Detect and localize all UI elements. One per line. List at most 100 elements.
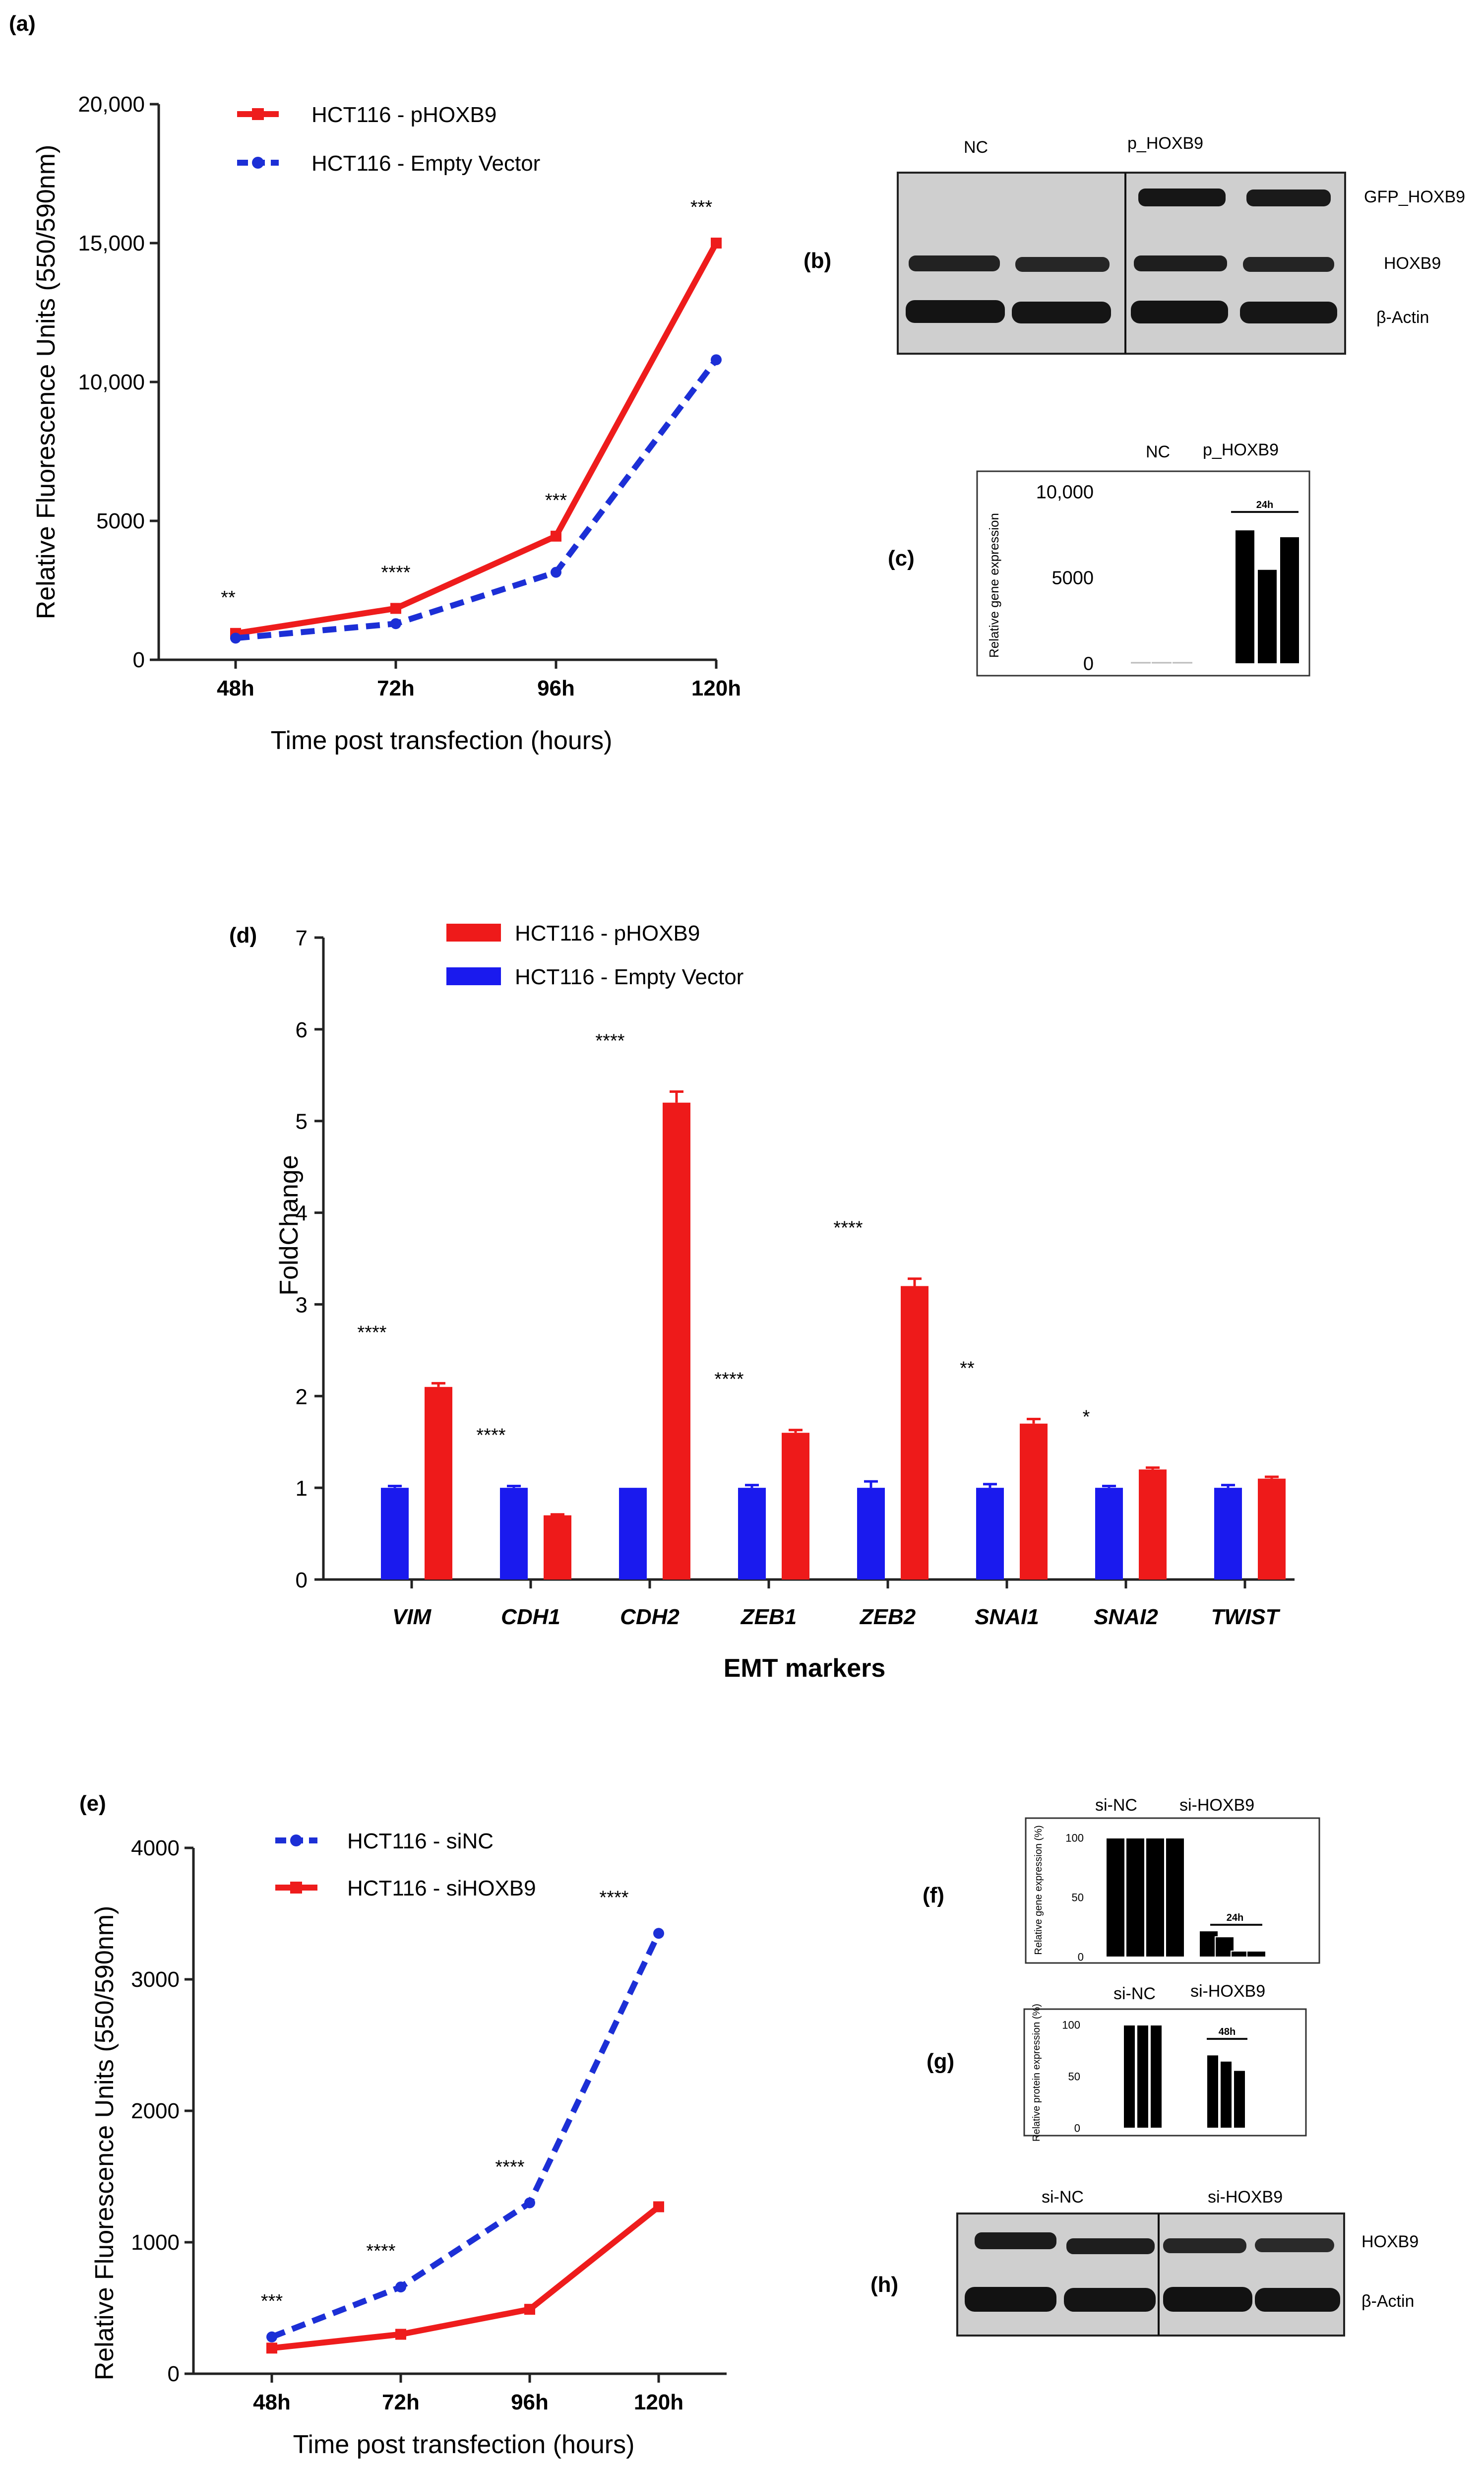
g-y-tick-label: 50 [1068, 2070, 1080, 2083]
panel-f-group-sihoxb9: si-HOXB9 [1179, 1796, 1254, 1815]
band-h-actin-lane3 [1163, 2287, 1252, 2312]
e-y-tick-label: 2000 [131, 2099, 180, 2123]
band-b-hoxb9-lane1 [909, 255, 1000, 271]
g-bar [1150, 2024, 1163, 2129]
c-y-tick-label: 0 [1083, 654, 1094, 675]
panel-c-group-nc: NC [1146, 443, 1170, 461]
e-x-tick-label: 72h [382, 2390, 420, 2414]
band-b-hoxb9-lane2 [1015, 257, 1110, 272]
panel-d-x-axis-title: EMT markers [724, 1654, 886, 1683]
a-series-point-0 [551, 530, 561, 542]
band-b-actin-lane3 [1131, 301, 1228, 323]
panel-g-bar-chart: (g) si-NC si-HOXB9 Relative protein expr… [927, 1982, 1307, 2142]
panel-g-group-sinc: si-NC [1113, 1984, 1156, 2003]
a-series-point-1 [230, 632, 241, 644]
d-y-tick-label: 2 [296, 1385, 308, 1409]
a-y-tick-label: 20,000 [78, 92, 145, 117]
panel-d-y-axis-title: FoldChange [275, 1155, 304, 1295]
a-series-point-1 [711, 354, 722, 366]
d-significance-mark: * [1083, 1406, 1090, 1427]
d-x-tick-label: VIM [392, 1605, 432, 1629]
c-bar [1257, 569, 1278, 664]
d-x-tick-label: ZEB1 [740, 1605, 797, 1629]
blot-h-band-label-hoxb9: HOXB9 [1361, 2232, 1419, 2251]
a-significance-mark: *** [690, 197, 713, 218]
c-y-tick-label: 5000 [1051, 568, 1094, 589]
panel-g-ticks: 0 50 100 [1062, 2019, 1080, 2134]
d-y-tick-label: 7 [296, 926, 308, 950]
d-y-tick-label: 4 [296, 1201, 308, 1226]
band-b-actin-lane1 [906, 300, 1005, 323]
e-y-tick-label: 3000 [131, 1967, 180, 1992]
legend-swatch-d-empty-vector [446, 967, 501, 985]
e-significance-mark: **** [495, 2157, 524, 2178]
legend-label-d-empty-vector: HCT116 - Empty Vector [515, 965, 743, 989]
panel-f-bar-chart: (f) si-NC si-HOXB9 Relative gene express… [923, 1796, 1320, 1964]
band-b-gfp-lane3 [1138, 189, 1226, 206]
panel-f-time-label: 24h [1227, 1912, 1243, 1923]
e-series-point-1 [653, 2201, 664, 2213]
d-bar-phoxb9 [1258, 1478, 1286, 1580]
a-y-tick-label: 15,000 [78, 231, 145, 255]
panel-c-ticks: 0 5000 10,000 [1036, 482, 1094, 675]
d-y-tick-label: 3 [296, 1293, 308, 1317]
panel-e-y-axis-title: Relative Fluorescence Units (550/590nm) [90, 1906, 119, 2381]
panel-a-significance: ************ [221, 197, 712, 608]
blot-b-group-nc: NC [964, 138, 988, 157]
d-bar-phoxb9 [782, 1433, 809, 1580]
d-bar-empty-vector [976, 1488, 1004, 1580]
c-y-tick-label: 10,000 [1036, 482, 1094, 503]
band-h-actin-lane2 [1064, 2288, 1156, 2312]
blot-b-band-label-gfp: GFP_HOXB9 [1364, 188, 1465, 206]
panel-d-bars [381, 1090, 1286, 1580]
d-bar-empty-vector [738, 1488, 766, 1580]
e-series-point-0 [653, 1928, 664, 1939]
g-y-tick-label: 100 [1062, 2019, 1080, 2031]
d-significance-mark: ** [960, 1358, 975, 1379]
g-bar [1206, 2054, 1219, 2129]
d-bar-empty-vector [1095, 1488, 1123, 1580]
legend-marker-empty-vector [252, 157, 264, 169]
panel-g-bars [1123, 2024, 1246, 2129]
legend-swatch-d-phoxb9 [446, 924, 501, 942]
legend-marker-sinc [290, 1834, 302, 1846]
panel-a-label: (a) [9, 11, 36, 36]
f-bar [1145, 1837, 1165, 1958]
d-y-tick-label: 1 [296, 1476, 308, 1501]
a-significance-mark: ** [221, 587, 236, 608]
a-series-line-0 [235, 242, 719, 636]
d-bar-phoxb9 [544, 1515, 571, 1580]
legend-label-phoxb9: HCT116 - pHOXB9 [311, 103, 496, 127]
g-bar [1123, 2024, 1136, 2129]
e-series-point-0 [524, 2197, 535, 2209]
d-bar-phoxb9 [901, 1286, 928, 1580]
f-y-tick-label: 0 [1078, 1951, 1084, 1963]
f-bar [1165, 1837, 1185, 1958]
d-bar-empty-vector [857, 1488, 885, 1580]
legend-marker-phoxb9 [252, 108, 264, 120]
band-h-hoxb9-lane1 [975, 2232, 1056, 2249]
d-y-tick-label: 6 [296, 1018, 308, 1042]
band-b-hoxb9-lane3 [1134, 255, 1227, 271]
a-x-tick-label: 96h [537, 676, 575, 700]
e-series-point-0 [395, 2281, 406, 2293]
band-h-hoxb9-lane3 [1163, 2238, 1246, 2253]
panel-f-label: (f) [923, 1883, 944, 1907]
g-bar [1220, 2060, 1233, 2129]
f-bar [1106, 1837, 1125, 1958]
a-series-line-1 [235, 358, 719, 641]
panel-e-label: (e) [79, 1791, 106, 1816]
panel-e-significance: *************** [261, 1887, 629, 2312]
d-significance-mark: **** [595, 1031, 624, 1052]
blot-h-group-sinc: si-NC [1042, 2188, 1084, 2207]
panel-g-time-label: 48h [1219, 2026, 1236, 2037]
e-series-point-0 [266, 2331, 277, 2342]
e-series-point-1 [524, 2304, 535, 2315]
e-significance-mark: **** [366, 2241, 395, 2262]
panel-f-bars [1106, 1837, 1266, 1958]
d-x-tick-label: CDH1 [501, 1605, 560, 1629]
panel-f-ticks: 0 50 100 [1065, 1832, 1084, 1963]
c-bar [1279, 536, 1300, 664]
a-significance-mark: **** [381, 562, 410, 583]
